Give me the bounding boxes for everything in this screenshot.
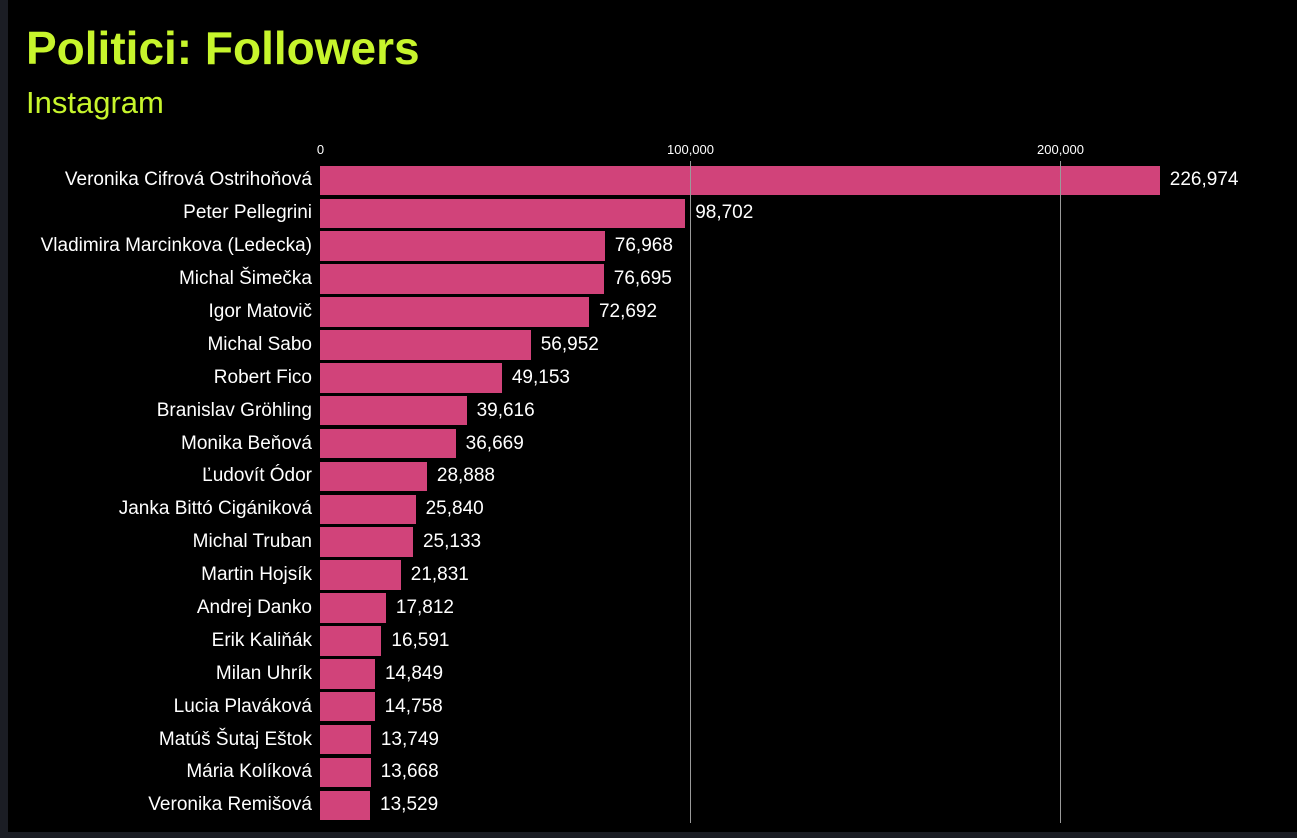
chart-row: Veronika Remišová 13,529 xyxy=(0,789,1297,822)
chart-row: Lucia Plaváková 14,758 xyxy=(0,690,1297,723)
bar[interactable] xyxy=(320,790,371,821)
bar[interactable] xyxy=(320,264,604,294)
bar[interactable] xyxy=(320,363,502,393)
value-label: 76,968 xyxy=(614,235,673,257)
window-edge-left xyxy=(0,0,8,838)
value-label: 28,888 xyxy=(436,465,495,487)
value-label: 14,849 xyxy=(384,662,444,684)
category-label: Erik Kaliňák xyxy=(211,629,312,651)
value-label: 76,695 xyxy=(613,268,672,290)
x-axis-tick-label: 0 xyxy=(316,142,325,157)
category-label: Michal Šimečka xyxy=(178,268,312,290)
chart-row: Matúš Šutaj Eštok 13,749 xyxy=(0,723,1297,756)
value-label: 13,529 xyxy=(380,794,439,816)
category-label: Veronika Remišová xyxy=(148,794,312,816)
value-label: 13,668 xyxy=(380,761,439,783)
bar[interactable] xyxy=(320,659,375,689)
bar[interactable] xyxy=(320,231,605,261)
chart-row: Milan Uhrík 14,849 xyxy=(0,657,1297,690)
chart-row: Ľudovít Ódor 28,888 xyxy=(0,460,1297,493)
bar[interactable] xyxy=(320,691,375,722)
chart-row: Janka Bittó Cigániková 25,840 xyxy=(0,493,1297,526)
window-edge-bottom xyxy=(0,832,1297,838)
value-label: 36,669 xyxy=(465,432,524,454)
bar[interactable] xyxy=(320,626,382,656)
value-label: 14,758 xyxy=(384,695,443,717)
chart-row: Michal Sabo 56,952 xyxy=(0,328,1297,361)
x-axis-tick-label: 200,000 xyxy=(1037,142,1084,157)
bar[interactable] xyxy=(320,527,413,557)
bar[interactable] xyxy=(320,297,589,327)
bar[interactable] xyxy=(320,330,531,360)
bar[interactable] xyxy=(320,395,467,426)
chart-row: Andrej Danko 17,812 xyxy=(0,592,1297,625)
chart-row: Robert Fico 49,153 xyxy=(0,361,1297,394)
value-label: 25,133 xyxy=(422,531,482,553)
chart-row: Branislav Gröhling 39,616 xyxy=(0,394,1297,427)
chart-row: Peter Pellegrini 98,702 xyxy=(0,197,1297,230)
chart-row: Michal Šimečka 76,695 xyxy=(0,263,1297,296)
category-label: Ľudovít Ódor xyxy=(202,465,312,487)
chart-title: Politici: Followers xyxy=(26,22,420,74)
bar[interactable] xyxy=(320,494,416,525)
chart-row: Veronika Cifrová Ostrihoňová 226,974 xyxy=(0,164,1297,197)
value-label: 39,616 xyxy=(476,399,535,421)
value-label: 25,840 xyxy=(425,498,484,520)
bar[interactable] xyxy=(320,165,1160,196)
value-label: 13,749 xyxy=(380,728,439,750)
chart-subtitle: Instagram xyxy=(26,85,164,120)
value-label: 72,692 xyxy=(598,301,658,322)
value-label: 56,952 xyxy=(540,333,599,355)
bar[interactable] xyxy=(320,593,386,623)
category-label: Michal Sabo xyxy=(207,333,312,355)
category-label: Peter Pellegrini xyxy=(183,202,312,224)
bar-chart: Veronika Cifrová Ostrihoňová 226,974 Peter… xyxy=(0,164,1297,822)
chart-row: Michal Truban 25,133 xyxy=(0,526,1297,559)
category-label: Andrej Danko xyxy=(196,597,312,619)
category-label: Mária Kolíková xyxy=(186,761,312,783)
value-label: 226,974 xyxy=(1169,169,1239,191)
category-label: Michal Truban xyxy=(192,531,312,553)
value-label: 21,831 xyxy=(410,564,469,586)
x-axis: 0 100,000 200,000 xyxy=(0,142,1297,160)
category-label: Robert Fico xyxy=(213,366,312,388)
category-label: Martin Hojsík xyxy=(201,564,312,586)
bar[interactable] xyxy=(320,757,371,788)
category-label: Branislav Gröhling xyxy=(156,399,312,421)
chart-row: Erik Kaliňák 16,591 xyxy=(0,624,1297,657)
category-label: Monika Beňová xyxy=(181,432,312,454)
value-label: 17,812 xyxy=(395,597,455,619)
bar[interactable] xyxy=(320,461,427,492)
category-label: Lucia Plaváková xyxy=(173,695,312,717)
chart-row: Martin Hojsík 21,831 xyxy=(0,559,1297,592)
value-label: 98,702 xyxy=(695,202,754,224)
x-axis-tick-label: 100,000 xyxy=(667,142,714,157)
chart-row: Monika Beňová 36,669 xyxy=(0,427,1297,460)
category-label: Matúš Šutaj Eštok xyxy=(158,728,312,750)
category-label: Veronika Cifrová Ostrihoňová xyxy=(64,169,312,191)
bar[interactable] xyxy=(320,560,401,590)
chart-row: Igor Matovič 72,692 xyxy=(0,296,1297,329)
value-label: 16,591 xyxy=(391,629,450,651)
category-label: Vladimira Marcinkova (Ledecka) xyxy=(40,235,312,257)
bar[interactable] xyxy=(320,428,456,459)
chart-row: Vladimira Marcinkova (Ledecka) 76,968 xyxy=(0,230,1297,263)
chart-row: Mária Kolíková 13,668 xyxy=(0,756,1297,789)
bar[interactable] xyxy=(320,198,686,229)
category-label: Igor Matovič xyxy=(208,301,312,322)
bar[interactable] xyxy=(320,724,371,755)
category-label: Janka Bittó Cigániková xyxy=(118,498,312,520)
value-label: 49,153 xyxy=(511,366,570,388)
category-label: Milan Uhrík xyxy=(215,662,312,684)
